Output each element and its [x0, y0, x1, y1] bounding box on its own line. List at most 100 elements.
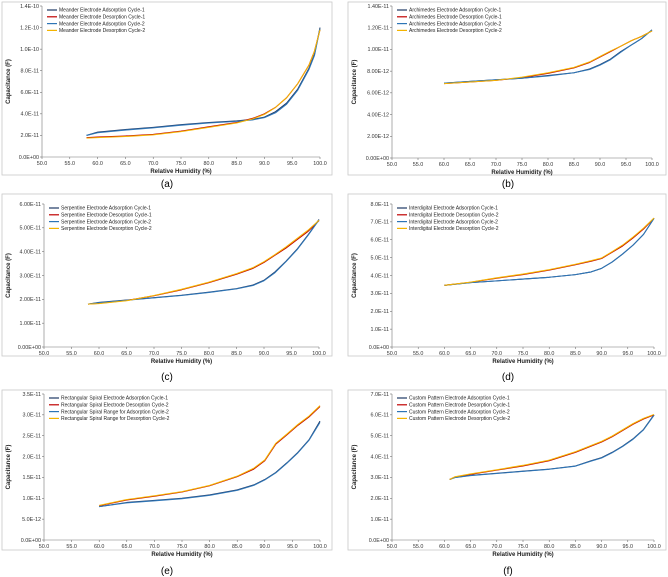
x-tick-label: 95.0: [286, 351, 297, 357]
x-tick-label: 65.0: [465, 544, 476, 550]
figure-caption: (e): [161, 566, 173, 577]
y-tick-label: 5.0E-12: [22, 517, 41, 523]
legend-entry: Meander Electrode Adsorption Cycle-2: [59, 21, 145, 27]
figure-caption: (a): [161, 179, 173, 190]
y-tick-label: 8.0E-11: [21, 69, 39, 75]
x-tick-label: 60.0: [439, 162, 450, 168]
y-tick-label: 2.00E-11: [20, 297, 41, 303]
x-tick-label: 65.0: [465, 351, 476, 357]
y-tick-label: 6.0E-11: [21, 90, 39, 96]
legend-entry: Custom Pattern Electrode Adsorption Cycl…: [409, 396, 510, 402]
y-tick-label: 3.0E-11: [371, 475, 389, 481]
chart-frame: [347, 193, 667, 357]
x-tick-label: 75.0: [176, 161, 187, 167]
legend-entry: Interdigital Electrode Adsorption Cycle-…: [409, 206, 498, 212]
x-tick-label: 50.0: [39, 544, 50, 550]
y-tick-label: 1.0E-11: [23, 496, 41, 502]
y-tick-label: 0.0E+00: [369, 345, 389, 351]
legend-entry: Custom Pattern Electrode Desorption Cycl…: [409, 416, 510, 422]
x-tick-label: 95.0: [621, 162, 632, 168]
x-tick-label: 55.0: [413, 162, 424, 168]
x-tick-label: 75.0: [518, 351, 529, 357]
x-tick-label: 55.0: [66, 351, 77, 357]
x-tick-label: 100.0: [313, 161, 327, 167]
x-tick-label: 95.0: [623, 544, 634, 550]
x-tick-label: 85.0: [232, 544, 243, 550]
x-tick-label: 100.0: [313, 544, 327, 550]
y-axis-label: Capacitance (F): [352, 60, 358, 105]
x-tick-label: 95.0: [287, 161, 298, 167]
y-tick-label: 2.0E-11: [21, 133, 39, 139]
x-tick-label: 75.0: [177, 544, 188, 550]
x-tick-label: 50.0: [387, 351, 398, 357]
y-tick-label: 1.20E-11: [368, 26, 389, 32]
legend-entry: Archimedes Electrode Adsorption Cycle-2: [409, 21, 501, 27]
legend-entry: Archimedes Electrode Desorption Cycle-2: [409, 28, 502, 34]
chart-frame: [347, 389, 667, 551]
x-tick-label: 80.0: [204, 544, 215, 550]
chart-panel-6: 0.0E+00 1.0E-11 2.0E-11 3.0E-11 4.0E-11 5.0E-…: [347, 389, 667, 577]
legend-entry: Rectangular Spiral Range for Adsorption …: [61, 409, 169, 415]
y-tick-label: 8.0E-11: [371, 202, 389, 208]
x-tick-label: 85.0: [231, 161, 242, 167]
y-axis-label: Capacitance (F): [6, 253, 12, 298]
legend-entry: Archimedes Electrode Desorption Cycle-1: [409, 15, 502, 21]
legend-entry: Meander Electrode Adsorption Cycle-1: [59, 8, 145, 14]
x-tick-label: 85.0: [570, 351, 581, 357]
x-tick-label: 65.0: [121, 351, 132, 357]
x-tick-label: 80.0: [544, 351, 555, 357]
y-tick-label: 5.00E-11: [20, 226, 41, 232]
chart-frame: [1, 1, 333, 176]
x-tick-label: 90.0: [595, 162, 606, 168]
series-line-3: [443, 29, 653, 84]
y-tick-label: 3.00E-11: [20, 273, 41, 279]
x-tick-label: 50.0: [39, 351, 50, 357]
x-tick-label: 75.0: [518, 544, 529, 550]
y-tick-label: 1.0E-10: [20, 47, 39, 53]
x-tick-label: 100.0: [645, 162, 659, 168]
x-tick-label: 80.0: [544, 544, 555, 550]
series-line-4: [449, 413, 655, 480]
x-axis-label: Relative Humidity (%): [151, 552, 212, 558]
y-tick-label: 1.00E-11: [368, 47, 389, 53]
legend-entry: Interdigital Electrode Desorption Cycle-…: [409, 213, 499, 219]
y-tick-label: 1.4E-10: [20, 4, 39, 10]
x-tick-label: 85.0: [231, 351, 242, 357]
y-tick-label: 1.0E-11: [371, 327, 389, 333]
y-tick-label: 2.0E-11: [371, 309, 389, 315]
x-tick-label: 50.0: [387, 162, 398, 168]
x-tick-label: 100.0: [312, 351, 326, 357]
x-tick-label: 60.0: [92, 161, 103, 167]
x-tick-label: 70.0: [492, 544, 503, 550]
chart-panel-1: 0.0E+00 2.0E-11 4.0E-11 6.0E-11 8.0E-11 1.0E-…: [1, 1, 333, 190]
x-tick-label: 65.0: [122, 544, 133, 550]
legend-entry: Meander Electrode Desorption Cycle-2: [59, 28, 145, 34]
x-tick-label: 55.0: [65, 161, 76, 167]
series-line-4: [87, 219, 320, 305]
x-tick-label: 70.0: [149, 544, 160, 550]
x-tick-label: 90.0: [259, 161, 270, 167]
y-tick-label: 2.0E-11: [23, 454, 41, 460]
x-tick-label: 80.0: [204, 351, 215, 357]
x-tick-label: 90.0: [596, 544, 607, 550]
chart-frame: [1, 389, 333, 551]
legend-entry: Meander Electrode Desorption Cycle-1: [59, 15, 145, 21]
legend-entry: Serpentine Electrode Desorption Cycle-1: [61, 213, 152, 219]
series-line-4: [443, 30, 653, 85]
series-line-4: [444, 217, 655, 286]
y-tick-label: 2.00E-12: [367, 134, 389, 140]
y-tick-label: 8.00E-12: [367, 69, 389, 75]
y-tick-label: 4.0E-11: [371, 273, 389, 279]
x-axis-label: Relative Humidity (%): [151, 359, 212, 365]
x-tick-label: 55.0: [413, 351, 424, 357]
y-tick-label: 6.0E-11: [371, 413, 389, 419]
chart-panel-2: 0.00E+00 2.00E-12 4.00E-12 6.00E-12 8.00E-12…: [347, 1, 667, 190]
legend-entry: Rectangular Spiral Electrode Adsorption …: [61, 396, 168, 402]
y-tick-label: 1.2E-10: [20, 25, 39, 31]
y-tick-label: 0.0E+00: [19, 155, 39, 161]
chart-panel-5: 0.0E+00 5.0E-12 1.0E-11 1.5E-11 2.0E-11 2.5E-…: [1, 389, 333, 577]
legend-entry: Archimedes Electrode Adsorption Cycle-1: [409, 8, 501, 14]
y-tick-label: 6.00E-11: [20, 202, 41, 208]
y-tick-label: 4.0E-11: [21, 112, 39, 118]
